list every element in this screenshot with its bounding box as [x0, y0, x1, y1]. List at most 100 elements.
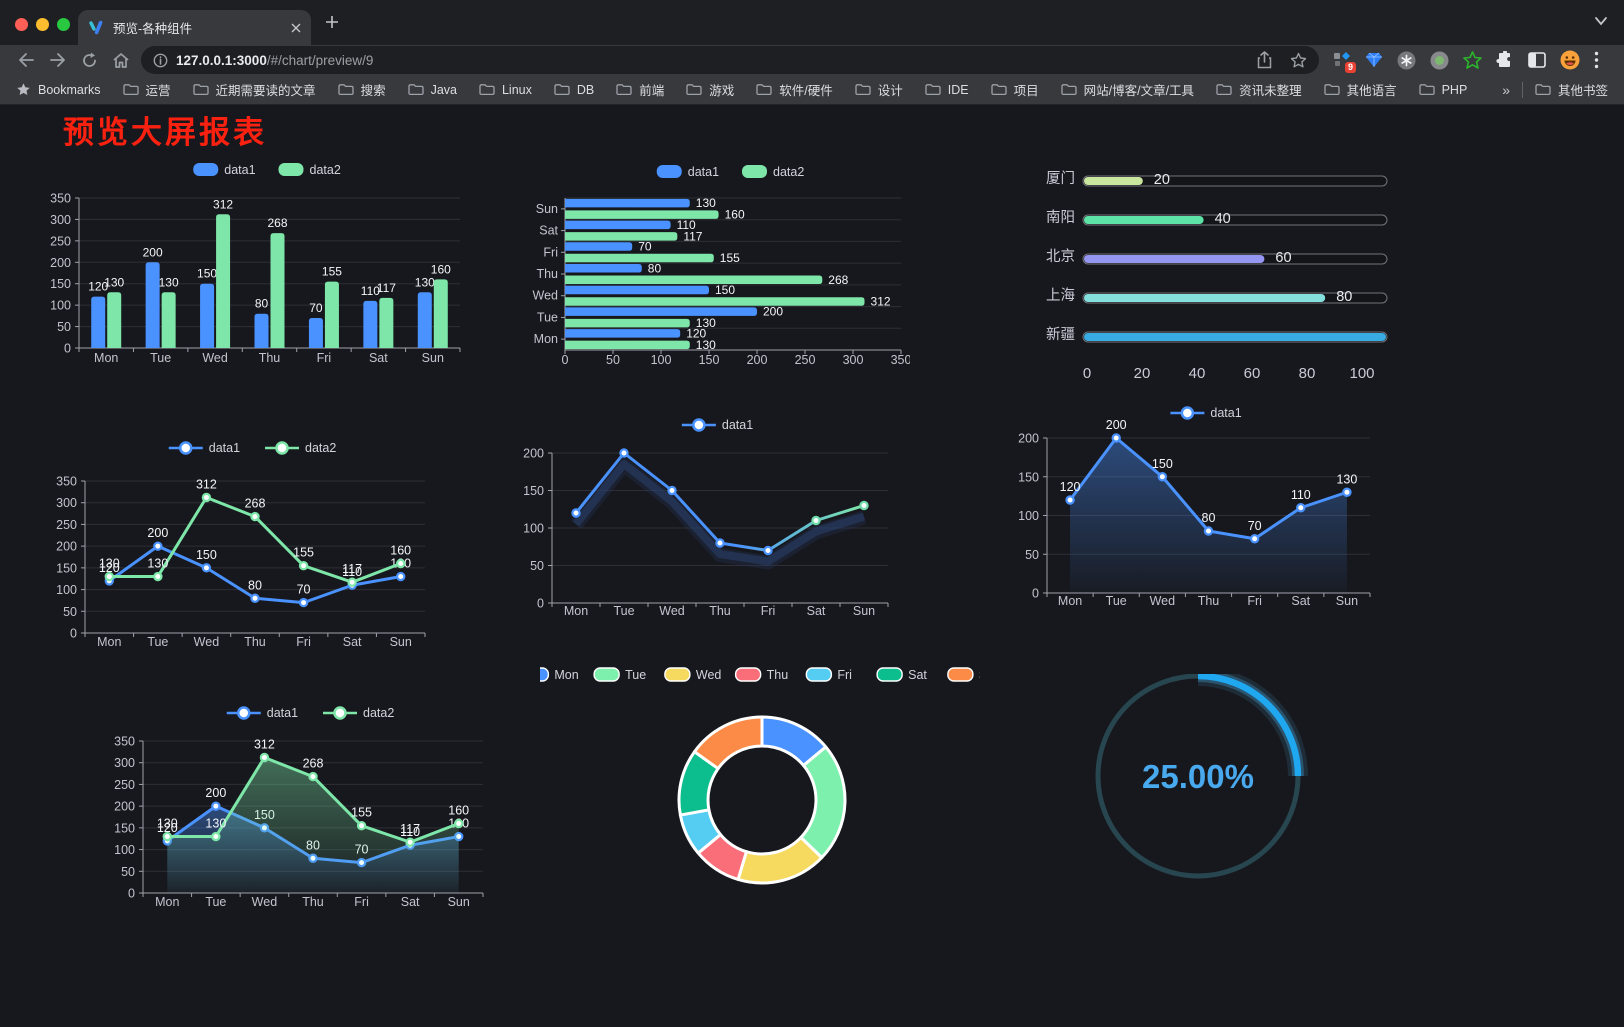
new-tab-button[interactable] [322, 12, 342, 32]
svg-text:data2: data2 [310, 163, 341, 177]
forward-icon[interactable] [49, 52, 67, 68]
bookmarks-label: Bookmarks [38, 82, 101, 97]
svg-text:0: 0 [64, 342, 71, 356]
svg-text:300: 300 [114, 756, 135, 770]
svg-text:0: 0 [128, 887, 135, 901]
svg-text:Fri: Fri [761, 604, 776, 618]
svg-text:50: 50 [57, 320, 71, 334]
svg-text:200: 200 [747, 353, 768, 367]
svg-text:268: 268 [245, 497, 266, 511]
svg-text:data1: data1 [267, 706, 298, 720]
svg-text:Mon: Mon [94, 351, 118, 365]
svg-text:50: 50 [530, 559, 544, 573]
asterisk-circle-extension-icon[interactable] [1397, 51, 1416, 70]
bookmark-folder[interactable]: 软件/硬件 [756, 80, 833, 99]
svg-text:Sun: Sun [979, 668, 980, 682]
folder-icon [192, 84, 209, 96]
bookmark-folder[interactable]: Java [407, 83, 457, 97]
bookmark-star-icon[interactable] [1290, 52, 1307, 69]
grouped-bar-chart: data1 data2 0 50 100 150 200 250 300 350 Mon Tue Wed… [40, 148, 470, 380]
bookmark-folder[interactable]: 近期需要读的文章 [192, 80, 316, 99]
grid-extension-icon[interactable]: 9 [1333, 51, 1356, 73]
bookmarks-overflow-chevron[interactable]: » [1502, 81, 1510, 98]
gem-extension-icon[interactable] [1365, 52, 1383, 68]
address-bar[interactable]: 127.0.0.1:3000/#/chart/preview/9 [141, 46, 1319, 74]
bookmarks-root[interactable]: Bookmarks [16, 82, 101, 97]
tab-search-chevron-icon[interactable] [1594, 16, 1608, 26]
svg-text:60: 60 [1244, 365, 1261, 380]
bookmark-folder[interactable]: DB [554, 83, 594, 97]
svg-text:155: 155 [293, 546, 314, 560]
share-icon[interactable] [1257, 51, 1272, 69]
bookmark-folder[interactable]: 设计 [855, 80, 903, 99]
home-icon[interactable] [112, 52, 130, 69]
donut-slice-wed [736, 835, 824, 885]
fullscreen-window-button[interactable] [57, 18, 70, 31]
puzzle-extensions-icon[interactable] [1496, 51, 1514, 69]
donut-slice-tue [799, 745, 847, 860]
bookmark-folder-label: PHP [1441, 82, 1468, 97]
svg-text:Sat: Sat [343, 635, 362, 649]
minimize-window-button[interactable] [36, 18, 49, 31]
menu-dots-icon[interactable] [1594, 51, 1599, 69]
svg-text:130: 130 [104, 275, 124, 289]
bookmarks-bar: Bookmarks 运营 近期需要读的文章 搜索 Java Linux DB 前端 游戏 软件/… [0, 75, 1624, 105]
bookmark-folder-label: 设计 [877, 84, 903, 98]
bookmark-folder-label: 运营 [145, 84, 171, 98]
bookmark-folder[interactable]: 网站/博客/文章/工具 [1060, 80, 1194, 99]
svg-text:50: 50 [121, 865, 135, 879]
svg-text:350: 350 [50, 192, 71, 206]
legend-item: Sat [876, 667, 927, 682]
area-line-chart: 0 50 100 150 200 Mon Tue Wed Thu Fri Sat Sun 120 200 1… [985, 388, 1391, 613]
svg-text:0: 0 [562, 353, 569, 367]
bookmark-folder[interactable]: 项目 [990, 80, 1039, 99]
bookmark-folder[interactable]: 游戏 [686, 80, 734, 99]
back-icon[interactable] [17, 52, 35, 68]
svg-text:100: 100 [651, 353, 672, 367]
bookmark-folder[interactable]: Linux [479, 83, 532, 97]
site-info-icon[interactable] [153, 53, 168, 68]
svg-text:80: 80 [1299, 365, 1316, 380]
svg-text:50: 50 [63, 605, 77, 619]
svg-text:200: 200 [523, 447, 544, 461]
bookmark-folder-label: 其他语言 [1346, 84, 1397, 98]
other-bookmarks[interactable]: 其他书签 [1535, 80, 1608, 99]
green-dot-circle-extension-icon[interactable] [1430, 51, 1449, 70]
green-star-extension-icon[interactable] [1463, 51, 1482, 69]
close-window-button[interactable] [15, 18, 28, 31]
svg-text:350: 350 [56, 475, 77, 489]
bookmark-folder[interactable]: 前端 [616, 80, 664, 99]
bookmark-folder[interactable]: 运营 [122, 80, 171, 99]
legend-item: data1 [193, 163, 256, 177]
bookmark-folder[interactable]: 其他语言 [1323, 80, 1397, 99]
svg-text:250: 250 [56, 518, 77, 532]
svg-text:110: 110 [400, 825, 420, 839]
folder-icon [122, 84, 139, 96]
svg-text:50: 50 [606, 353, 620, 367]
bookmark-folder[interactable]: PHP [1418, 82, 1468, 97]
svg-text:Sun: Sun [448, 895, 470, 909]
multi-line-chart: 0 50 100 150 200 250 300 350 Mon Tue Wed Thu Fri Sat S… [40, 422, 470, 654]
svg-text:40: 40 [1189, 365, 1206, 380]
svg-text:data1: data1 [224, 163, 255, 177]
svg-text:Sat: Sat [908, 668, 927, 682]
bookmark-folder[interactable]: 资讯未整理 [1216, 80, 1302, 99]
svg-text:0: 0 [1032, 587, 1039, 601]
emoji-extension-icon[interactable] [1560, 50, 1580, 70]
svg-text:130: 130 [696, 338, 716, 352]
bookmark-folder[interactable]: IDE [925, 83, 969, 97]
star-icon [17, 83, 30, 96]
svg-text:Wed: Wed [1150, 594, 1176, 608]
svg-text:250: 250 [50, 234, 71, 248]
svg-text:Thu: Thu [244, 635, 266, 649]
reload-icon[interactable] [81, 52, 98, 69]
tab-close-icon[interactable] [291, 23, 301, 33]
browser-tab[interactable]: 预览-各种组件 [78, 10, 311, 45]
side-panel-icon[interactable] [1528, 52, 1546, 68]
svg-text:100: 100 [523, 522, 544, 536]
bookmark-folder[interactable]: 搜索 [337, 80, 386, 99]
svg-text:120: 120 [99, 561, 120, 575]
line-chart-svg: 0 50 100 150 200 250 300 350 Mon Tue Wed Thu Fri Sat S… [56, 441, 426, 649]
legend-item: data1 [1170, 406, 1242, 420]
